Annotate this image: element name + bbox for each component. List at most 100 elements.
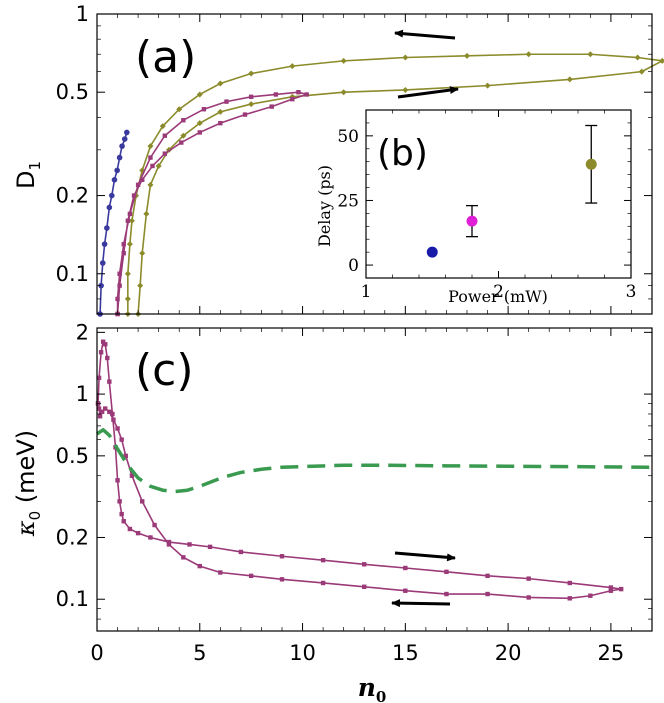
panel-c-point [152,522,157,528]
panel-a-point [340,89,347,96]
panel-a-point [150,163,155,169]
arrow-right-top [397,86,459,99]
panel-a-point [181,118,186,123]
panel-a-ytick-label: 0.5 [56,80,89,104]
panel-b-xtick-label: 2 [493,282,504,302]
panel-b-label: (b) [377,133,428,174]
panel-a-point [218,120,223,126]
panel-c-dashed-line [96,428,653,494]
panel-c-point [103,342,108,347]
panel-c-point [148,535,153,540]
panel-b-ylabel: Delay (ps) [315,165,334,247]
panel-c-point [105,355,110,361]
panel-c-point [119,437,124,442]
panel-c-point [96,406,102,411]
arrow-left-top [394,29,456,40]
panel-a: 0.1 0.2 0.5 1 (a) D1 [12,2,664,317]
panel-c-ytick-label: 1 [76,382,89,406]
panel-c-point [100,339,106,344]
panel-c-point [279,554,285,559]
panel-a-point [340,57,347,64]
arrow-right-bottom [394,551,456,562]
panel-a-point [248,70,255,77]
panel-a-point [135,182,141,188]
panel-c-point [135,530,141,536]
panel-c-ytick-label: 0.1 [56,587,89,611]
panel-c-point [107,409,112,414]
panel-a-series-line [127,53,664,315]
panel-c-point [248,573,254,579]
panel-c-xtick-label: 5 [193,641,206,665]
panel-a-point [638,68,645,75]
panel-c-point [526,576,531,581]
panel-b-points [426,124,598,258]
panel-a-point [101,241,108,247]
panel-a-point [217,80,224,87]
panel-a-point [634,54,641,61]
panel-c-point [96,375,102,381]
panel-c-point [485,591,490,597]
panel-a-point [248,94,254,100]
panel-b-xtick-label: 3 [626,282,637,302]
panel-a-point [159,123,166,130]
panel-a-point [114,167,120,174]
panel-a-point [162,151,168,156]
panel-a-point [140,177,145,182]
panel-a-point [117,283,122,288]
panel-a-ytick-label: 0.2 [56,184,89,208]
panel-c-point [618,586,624,592]
panel-a-point [124,295,131,302]
panel-a-point [196,91,203,98]
panel-c-ylabel: κ0 (meV) [12,430,44,537]
panel-c-point [117,499,122,504]
panel-a-label: (a) [135,32,196,83]
panel-c-point [187,542,192,547]
panel-a-point [121,136,128,142]
panel-a-point [242,112,248,117]
panel-c-point [99,409,105,414]
panel-a-series [97,51,664,317]
panel-a-point [139,250,146,257]
panel-a-point [201,107,207,112]
panel-a-point [162,133,168,138]
panel-a-point [197,130,202,135]
panel-c-point [140,499,145,504]
panel-c-point [123,453,128,459]
panel-a-point [176,106,183,113]
panel-c-point [166,542,172,547]
panel-a-point [106,204,113,211]
panel-a-point [124,129,130,136]
panel-a-series-line [99,132,128,315]
panel-a-point [269,104,274,109]
panel-c-xlabel: n0 [358,673,387,703]
panel-c-point [115,426,120,431]
panel-a-point [109,192,115,199]
panel-a-point [126,241,133,248]
panel-c-point [567,596,572,601]
panel-c-ytick-label: 0.2 [56,525,89,549]
panel-b-point [426,246,438,258]
panel-c-point [567,580,572,586]
panel-a-point [402,86,409,93]
panel-b-ticks [365,109,632,279]
panel-b-ytick-label: 0 [348,256,359,276]
panel-c-ytick-label: 2 [76,320,89,344]
panel-c-point [608,588,614,593]
panel-c-point [119,511,124,517]
panel-a-point [137,282,144,289]
panel-c-label: (c) [135,345,194,396]
panel-c-point [218,570,223,575]
panel-c-point [127,526,133,532]
panel-b-xlabel: Power (mW) [448,287,548,306]
panel-c-point [485,573,490,579]
panel-c-point [279,577,285,582]
panel-c-point [444,569,449,575]
panel-c-axis-frame [96,327,653,632]
panel-a-point [124,270,131,277]
panel-b-point [585,158,597,170]
panel-b-ytick-label: 25 [337,191,359,211]
panel-c-point [320,580,326,586]
panel-a-point [402,54,409,61]
panel-a-ytick-label: 0.1 [56,262,89,286]
